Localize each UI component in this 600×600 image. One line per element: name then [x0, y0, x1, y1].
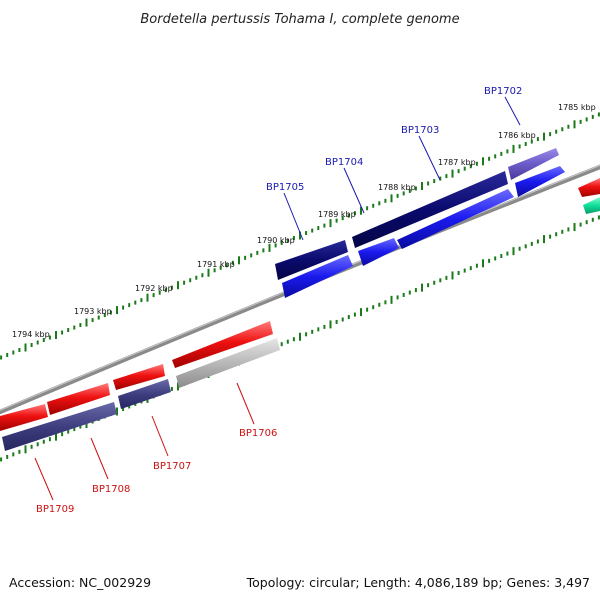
gene-bp1707-red[interactable] [113, 364, 165, 390]
gene-track-top [275, 148, 600, 298]
gene-bp1703[interactable] [352, 171, 508, 248]
ruler-ticks-outer [0, 112, 600, 360]
gene-bp1706-red[interactable] [172, 321, 273, 368]
ruler-label: 1788 kbp [378, 183, 416, 192]
gene-label-bp1703[interactable]: BP1703 [401, 125, 439, 136]
ruler-label: 1786 kbp [498, 131, 536, 140]
ruler-label: 1790 kbp [257, 236, 295, 245]
gene-label-bp1707[interactable]: BP1707 [153, 461, 191, 472]
ruler-label: 1789 kbp [318, 210, 356, 219]
ruler-label: 1785 kbp [558, 103, 596, 112]
gene-bp1708[interactable] [2, 402, 117, 451]
gene-bp1708-red[interactable] [47, 383, 110, 415]
gene-label-bp1704[interactable]: BP1704 [325, 157, 363, 168]
gene-label-bp1709[interactable]: BP1709 [36, 504, 74, 515]
ruler-label: 1792 kbp [135, 284, 173, 293]
gene-label-bp1705[interactable]: BP1705 [266, 182, 304, 193]
leader-line [34, 457, 54, 501]
genome-meta-label: Topology: circular; Length: 4,086,189 bp… [246, 575, 590, 590]
leader-line [418, 135, 441, 181]
leader-line [236, 382, 255, 425]
gene-bp1706[interactable] [176, 338, 280, 388]
ruler-label: 1793 kbp [74, 307, 112, 316]
gene-label-bp1708[interactable]: BP1708 [92, 484, 130, 495]
gene-track-bottom [0, 321, 280, 451]
gene-blue-arrow[interactable] [397, 189, 514, 249]
ruler-label: 1787 kbp [438, 158, 476, 167]
gene-blue-arrow[interactable] [358, 238, 399, 266]
gene-label-bp1702[interactable]: BP1702 [484, 86, 522, 97]
gene-bp1704[interactable] [282, 255, 353, 298]
gene-bp1705[interactable] [275, 240, 348, 280]
leader-line [283, 192, 304, 241]
gene-green-edge[interactable] [583, 197, 600, 214]
leader-line [504, 96, 521, 126]
gene-label-bp1706[interactable]: BP1706 [239, 428, 277, 439]
ruler-label: 1791 kbp [197, 260, 235, 269]
gene-labels: BP1702 BP1703 BP1704 BP1705 BP1706 BP170… [34, 86, 522, 515]
ruler-labels: 1785 kbp 1786 kbp 1787 kbp 1788 kbp 1789… [12, 103, 596, 339]
map-title: Bordetella pertussis Tohama I, complete … [140, 12, 459, 27]
accession-label: Accession: NC_002929 [9, 575, 152, 590]
ruler-label: 1794 kbp [12, 330, 50, 339]
gene-bp1702[interactable] [508, 148, 559, 180]
gene-bp1707[interactable] [118, 379, 171, 409]
gene-blue-arrow[interactable] [515, 166, 565, 197]
leader-line [90, 437, 109, 480]
gene-bp1709-red[interactable] [0, 404, 48, 431]
leader-line [343, 167, 365, 214]
gene-red-edge[interactable] [578, 178, 600, 197]
leader-line [151, 415, 169, 457]
ruler-ticks-inner [0, 215, 600, 462]
